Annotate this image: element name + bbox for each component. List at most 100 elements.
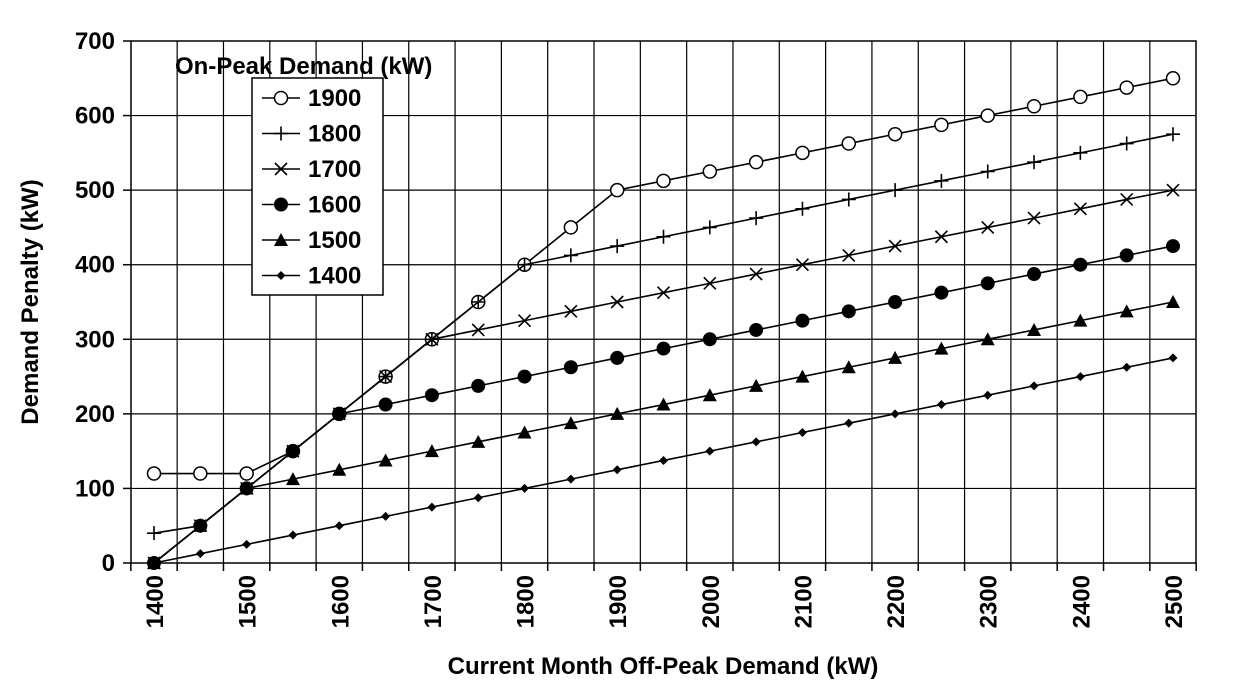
data-point-1500	[378, 453, 393, 467]
data-point-1700	[795, 258, 810, 272]
data-point-1900	[702, 164, 718, 179]
data-point-1900	[748, 154, 764, 170]
data-point-1500	[239, 481, 254, 495]
data-point-1900	[609, 182, 625, 198]
data-point-1500	[1166, 295, 1180, 308]
legend: 1900 1800 1700 1600 1500 1400	[251, 77, 384, 296]
data-point-1700	[517, 314, 532, 328]
data-point-1500	[563, 416, 578, 430]
data-point-1700	[888, 239, 902, 253]
y-tick-label: 400	[75, 252, 115, 279]
x-axis-title: Current Month Off-Peak Demand (kW)	[448, 653, 879, 680]
data-point-1700	[1166, 183, 1180, 197]
y-tick-label: 600	[75, 103, 115, 130]
legend-marker-1700	[274, 162, 288, 176]
legend-title: On-Peak Demand (kW)	[175, 53, 432, 80]
data-point-1600	[980, 276, 995, 291]
data-point-1800	[610, 239, 625, 254]
data-point-1800	[471, 295, 486, 309]
data-point-1800	[934, 173, 949, 188]
data-point-1600	[563, 360, 578, 375]
data-point-1500	[980, 332, 995, 346]
data-point-1500	[471, 434, 486, 448]
data-point-1400	[473, 493, 483, 503]
data-point-1500	[424, 444, 439, 458]
data-point-1900	[934, 117, 949, 133]
data-point-1700	[564, 304, 578, 318]
series-layer	[146, 71, 1181, 570]
data-point-1800	[517, 257, 532, 272]
data-point-1600	[934, 285, 949, 300]
data-point-1600	[702, 332, 717, 347]
data-point-1800	[980, 164, 995, 179]
data-point-1800	[841, 192, 856, 207]
data-point-1700	[842, 248, 856, 262]
data-point-1600	[332, 406, 347, 421]
data-point-1800	[1027, 155, 1042, 170]
data-point-1500	[702, 388, 717, 402]
data-point-1700	[1027, 211, 1041, 225]
data-point-1700	[425, 332, 439, 346]
data-point-1800	[1166, 127, 1180, 142]
x-tick-label: 1700	[420, 575, 447, 628]
data-point-1500	[934, 341, 949, 355]
data-point-1800	[147, 526, 161, 541]
data-point-1400	[705, 446, 715, 456]
data-point-1700	[379, 370, 393, 384]
data-point-1500	[1073, 313, 1088, 327]
x-tick-label: 1600	[327, 575, 354, 628]
data-point-1800	[1119, 136, 1134, 151]
data-point-1900	[795, 145, 810, 161]
data-point-1600	[1119, 248, 1134, 263]
data-point-1400	[288, 530, 298, 540]
data-point-1900	[239, 466, 254, 481]
legend-item-1700: 1700	[262, 156, 361, 183]
y-tick-label: 0	[102, 550, 115, 577]
legend-marker-1900	[273, 90, 289, 106]
legend-label: 1700	[308, 156, 361, 183]
legend-box	[251, 77, 384, 296]
data-point-1400	[751, 437, 761, 447]
x-tick-label: 1900	[605, 575, 632, 628]
data-point-1600	[1166, 239, 1180, 254]
data-point-1900	[656, 173, 671, 189]
data-point-1600	[610, 350, 625, 365]
data-point-1400	[890, 409, 900, 419]
data-point-1700	[610, 295, 624, 309]
data-point-1400	[242, 539, 252, 549]
data-point-1600	[1027, 267, 1042, 282]
series-1400	[149, 353, 1178, 568]
data-point-1700	[656, 286, 671, 300]
legend-item-1900: 1900	[262, 85, 361, 112]
data-point-1600	[749, 322, 764, 337]
plot-frame	[130, 40, 1197, 564]
data-point-1400	[520, 483, 530, 493]
data-point-1800	[888, 183, 903, 198]
legend-item-1600: 1600	[262, 192, 361, 219]
legend-item-1800: 1800	[262, 121, 361, 148]
data-point-1500	[332, 462, 347, 476]
data-point-1400	[1122, 362, 1132, 372]
x-tick-label: 1800	[513, 575, 540, 628]
data-point-1900	[1073, 89, 1088, 105]
x-tick-label: 1400	[142, 575, 169, 628]
y-tick-label: 200	[75, 401, 115, 428]
data-point-1800	[656, 229, 671, 244]
data-point-1900	[980, 108, 995, 123]
data-point-1400	[195, 549, 205, 559]
data-point-1400	[381, 511, 391, 521]
data-point-1600	[378, 397, 393, 412]
data-point-1600	[656, 341, 671, 356]
data-point-1700	[471, 323, 485, 337]
data-point-1600	[1073, 257, 1088, 272]
legend-label: 1600	[308, 192, 361, 219]
data-point-1400	[334, 521, 344, 531]
legend-label: 1400	[308, 263, 361, 290]
data-point-1900	[193, 466, 208, 481]
data-point-1500	[656, 397, 671, 411]
data-point-1800	[795, 201, 810, 216]
y-tick-label: 300	[75, 326, 115, 353]
y-tick-label: 700	[75, 28, 115, 55]
y-axis-title: Demand Penalty (kW)	[17, 179, 44, 424]
